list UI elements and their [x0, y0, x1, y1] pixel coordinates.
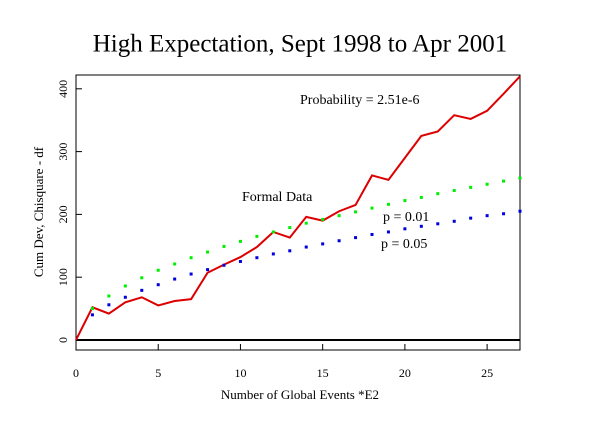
series-label: Formal Data — [242, 190, 313, 205]
dot — [140, 288, 144, 292]
dot — [419, 224, 423, 228]
chart-title: High Expectation, Sept 1998 to Apr 2001 — [93, 31, 508, 58]
dot — [403, 199, 407, 203]
dot — [206, 268, 210, 272]
dot — [90, 307, 94, 311]
dot — [271, 252, 275, 256]
annotation: Probability = 2.51e-6 — [300, 93, 420, 108]
dot — [107, 294, 111, 298]
y-axis-label: Cum Dev, Chisquare - df — [31, 146, 46, 277]
dot — [206, 250, 210, 254]
dot — [238, 239, 242, 243]
dot — [386, 202, 390, 206]
dot — [337, 214, 341, 218]
dot — [255, 234, 259, 238]
dot — [222, 244, 226, 248]
dot — [173, 277, 177, 281]
dot — [502, 212, 506, 216]
dot — [436, 192, 440, 196]
dot — [518, 176, 522, 180]
dot — [304, 245, 308, 249]
dot — [419, 195, 423, 199]
series-label: p = 0.01 — [383, 210, 429, 225]
series-label: p = 0.05 — [381, 237, 427, 252]
dot — [354, 210, 358, 214]
dot — [123, 284, 127, 288]
x-tick-label: 5 — [155, 366, 161, 380]
y-tick-label: 100 — [56, 268, 70, 286]
dot — [288, 249, 292, 253]
dot — [386, 230, 390, 234]
dot — [189, 272, 193, 276]
dot — [403, 227, 407, 231]
dot — [255, 256, 259, 260]
y-tick-label: 300 — [56, 143, 70, 161]
y-tick-label: 0 — [56, 337, 70, 343]
dot — [123, 295, 127, 299]
dot — [238, 259, 242, 263]
dot — [436, 222, 440, 226]
dot — [288, 226, 292, 230]
y-tick-label: 400 — [56, 80, 70, 98]
x-axis-label: Number of Global Events *E2 — [221, 387, 379, 402]
dot — [485, 214, 489, 218]
data-line — [75, 75, 521, 341]
dot — [518, 209, 522, 213]
dot — [469, 216, 473, 220]
dot — [469, 185, 473, 189]
dot — [271, 230, 275, 234]
dot — [485, 182, 489, 186]
dot — [222, 263, 226, 267]
dot — [452, 219, 456, 223]
dot — [173, 262, 177, 266]
dot — [354, 236, 358, 240]
dot — [321, 217, 325, 221]
dot — [304, 221, 308, 225]
x-tick-label: 10 — [234, 366, 246, 380]
dot — [156, 283, 160, 287]
dot — [156, 268, 160, 272]
x-tick-label: 20 — [399, 366, 411, 380]
y-tick-label: 200 — [56, 205, 70, 223]
dot — [140, 276, 144, 280]
dot — [370, 206, 374, 210]
dot — [370, 232, 374, 236]
dot — [321, 242, 325, 246]
dot — [337, 239, 341, 243]
dot — [452, 189, 456, 193]
dot — [107, 303, 111, 307]
dot — [189, 256, 193, 260]
x-tick-label: 15 — [317, 366, 329, 380]
dot — [90, 313, 94, 317]
dot — [502, 179, 506, 183]
x-tick-label: 0 — [73, 366, 79, 380]
x-tick-label: 25 — [481, 366, 493, 380]
